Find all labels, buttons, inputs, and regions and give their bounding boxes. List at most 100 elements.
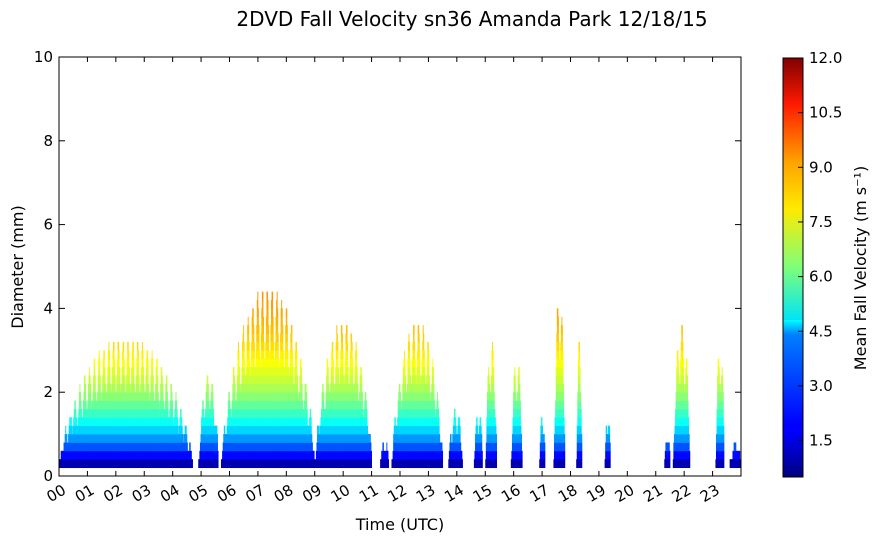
heatmap-cell [98, 417, 100, 427]
heatmap-cell [287, 367, 289, 376]
heatmap-cell [308, 450, 310, 460]
heatmap-cell [282, 425, 284, 435]
heatmap-cell [210, 450, 212, 460]
heatmap-cell [346, 425, 347, 435]
heatmap-cell [82, 425, 84, 435]
heatmap-cell [151, 425, 153, 435]
heatmap-cell [249, 442, 251, 452]
heatmap-cell [123, 459, 125, 469]
heatmap-cell [297, 459, 299, 469]
heatmap-cell [332, 383, 334, 393]
heatmap-cell [108, 358, 110, 368]
heatmap-cell [302, 417, 304, 427]
heatmap-cell [256, 367, 258, 376]
heatmap-cell [201, 450, 203, 460]
heatmap-cell [229, 450, 231, 460]
heatmap-cell [166, 408, 168, 418]
heatmap-cell [135, 392, 137, 401]
heatmap-cell [178, 434, 180, 443]
heatmap-cell [278, 383, 280, 393]
heatmap-cell [345, 434, 347, 443]
heatmap-cell [295, 459, 297, 469]
heatmap-cell [172, 459, 174, 469]
heatmap-cell [302, 425, 304, 435]
heatmap-cell [138, 392, 139, 401]
heatmap-cell [149, 417, 151, 427]
heatmap-cell [149, 459, 151, 469]
heatmap-cell [226, 434, 228, 443]
heatmap-cell [128, 425, 130, 435]
heatmap-cell [110, 417, 112, 427]
heatmap-cell [128, 408, 130, 418]
heatmap-cell [338, 417, 340, 427]
heatmap-cell [120, 408, 122, 418]
heatmap-cell [210, 434, 212, 443]
heatmap-cell [144, 450, 146, 460]
heatmap-cell [131, 442, 133, 452]
heatmap-cell [282, 434, 284, 443]
heatmap-cell [298, 425, 300, 435]
heatmap-cell [98, 358, 100, 368]
heatmap-cell [139, 408, 141, 418]
heatmap-cell [297, 400, 299, 410]
heatmap-cell [326, 442, 328, 452]
heatmap-cell [317, 434, 318, 443]
heatmap-cell [256, 300, 258, 309]
heatmap-cell [301, 392, 303, 401]
heatmap-cell [141, 450, 143, 460]
heatmap-cell [288, 367, 290, 376]
heatmap-cell [285, 450, 287, 460]
heatmap-cell [260, 425, 262, 435]
heatmap-cell [305, 417, 307, 427]
heatmap-cell [93, 417, 95, 427]
heatmap-cell [141, 442, 143, 452]
heatmap-cell [120, 459, 122, 469]
heatmap-cell [119, 375, 121, 385]
heatmap-cell [336, 333, 338, 343]
heatmap-cell [273, 425, 275, 435]
heatmap-cell [187, 450, 189, 460]
heatmap-cell [265, 325, 267, 334]
heatmap-cell [285, 392, 287, 401]
heatmap-cell [176, 450, 178, 460]
heatmap-cell [151, 367, 153, 376]
heatmap-cell [326, 408, 328, 418]
heatmap-cell [299, 375, 301, 385]
heatmap-cell [91, 417, 93, 427]
heatmap-cell [201, 459, 203, 469]
heatmap-cell [240, 434, 242, 443]
heatmap-cell [163, 400, 164, 410]
heatmap-cell [341, 450, 343, 460]
heatmap-cell [291, 325, 293, 334]
heatmap-cell [334, 450, 336, 460]
heatmap-cell [212, 392, 214, 401]
heatmap-cell [276, 300, 278, 309]
heatmap-cell [68, 442, 70, 452]
heatmap-cell [250, 425, 252, 435]
heatmap-cell [122, 375, 124, 385]
heatmap-cell [319, 459, 321, 469]
heatmap-cell [241, 425, 243, 435]
heatmap-cell [242, 375, 243, 385]
heatmap-cell [266, 425, 268, 435]
heatmap-cell [111, 425, 113, 435]
heatmap-cell [268, 417, 270, 427]
heatmap-cell [242, 333, 244, 343]
heatmap-cell [262, 300, 264, 309]
heatmap-cell [158, 425, 160, 435]
heatmap-cell [264, 442, 266, 452]
heatmap-cell [167, 417, 169, 427]
heatmap-cell [157, 408, 159, 418]
heatmap-cell [277, 383, 279, 393]
heatmap-cell [91, 408, 93, 418]
heatmap-cell [299, 459, 301, 469]
heatmap-cell [206, 425, 208, 435]
heatmap-cell [126, 383, 128, 393]
heatmap-cell [339, 417, 341, 427]
heatmap-cell [115, 425, 117, 435]
heatmap-cell [324, 408, 326, 418]
heatmap-cell [67, 450, 69, 460]
heatmap-cell [117, 350, 119, 360]
heatmap-cell [331, 442, 333, 452]
heatmap-cell [270, 325, 272, 334]
